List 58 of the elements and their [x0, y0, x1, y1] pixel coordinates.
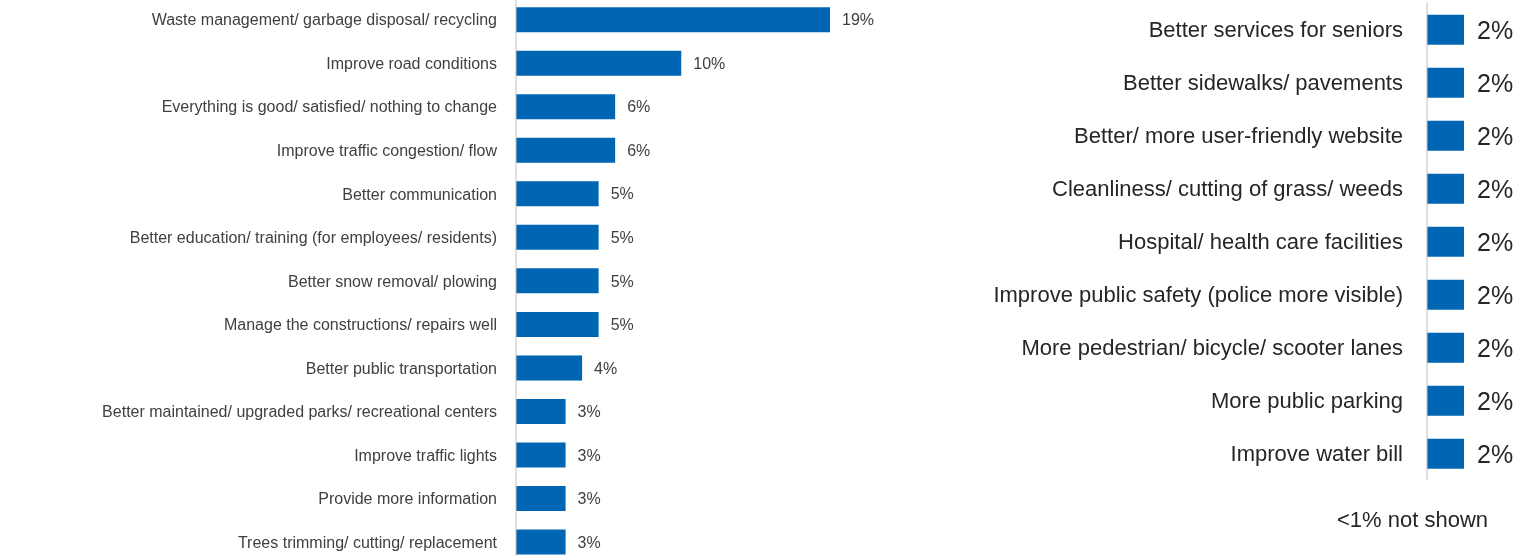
bar [516, 224, 599, 250]
y-tick-label: Waste management/ garbage disposal/ recycling [151, 11, 497, 29]
data-label: 6% [627, 98, 651, 116]
y-tick-label: Trees trimming/ cutting/ replacement [237, 533, 498, 551]
y-tick-label: Better snow removal/ plowing [288, 272, 497, 290]
text: <1% not shown [1336, 507, 1488, 533]
data-label: 6% [627, 141, 651, 159]
bar [516, 94, 616, 120]
y-tick-label: More public parking [1211, 388, 1403, 414]
y-tick-label: Provide more information [318, 490, 497, 508]
y-tick-label: Better maintained/ upgraded parks/ recreational centers [102, 403, 497, 421]
data-label: 3% [577, 446, 601, 464]
data-label: 5% [610, 272, 634, 290]
y-tick-label: Cleanliness/ cutting of grass/ weeds [1052, 176, 1403, 202]
data-label: 2% [1477, 121, 1514, 150]
y-tick-label: Improve traffic congestion/ flow [276, 141, 498, 159]
data-label: 2% [1477, 333, 1514, 362]
data-label: 3% [577, 490, 601, 508]
y-tick-label: Better education/ training (for employees/ residents) [129, 229, 497, 247]
y-tick-label: Improve road conditions [326, 54, 497, 72]
data-label: 2% [1477, 68, 1514, 97]
y-tick-label: Manage the constructions/ repairs well [223, 316, 497, 334]
bar [516, 268, 599, 294]
bar [516, 181, 599, 207]
y-tick-label: Better services for seniors [1148, 17, 1403, 43]
y-tick-label: Better communication [342, 185, 497, 203]
data-label: 2% [1477, 386, 1514, 415]
data-label: 2% [1477, 15, 1514, 44]
bar [516, 529, 566, 555]
bar [516, 355, 583, 381]
y-tick-label: Improve water bill [1230, 441, 1403, 467]
data-label: 5% [610, 229, 634, 247]
data-label: 10% [693, 54, 726, 72]
y-tick-label: Everything is good/ satisfied/ nothing to change [161, 98, 498, 116]
data-label: 3% [577, 403, 601, 421]
data-label: 3% [577, 533, 601, 551]
y-tick-label: Hospital/ health care facilities [1118, 229, 1403, 255]
data-label: 2% [1477, 280, 1514, 309]
bar [516, 311, 599, 337]
y-tick-label: Better public transportation [305, 359, 497, 377]
data-label: 2% [1477, 439, 1514, 468]
bar [516, 50, 682, 76]
bar [516, 137, 616, 163]
y-tick-label: Better sidewalks/ pavements [1122, 70, 1403, 96]
y-tick-label: Improve traffic lights [354, 446, 497, 464]
y-tick-label: More pedestrian/ bicycle/ scooter lanes [1021, 335, 1403, 361]
data-label: 2% [1477, 174, 1514, 203]
bar [516, 7, 830, 33]
data-label: 19% [842, 11, 875, 29]
data-label: 5% [610, 316, 634, 334]
data-label: 2% [1477, 227, 1514, 256]
data-label: 5% [610, 185, 634, 203]
data-label: 4% [594, 359, 618, 377]
y-tick-label: Better/ more user-friendly website [1074, 123, 1403, 149]
bar [516, 442, 566, 468]
bar [516, 486, 566, 512]
bar [516, 398, 566, 424]
y-tick-label: Improve public safety (police more visible) [993, 282, 1403, 308]
